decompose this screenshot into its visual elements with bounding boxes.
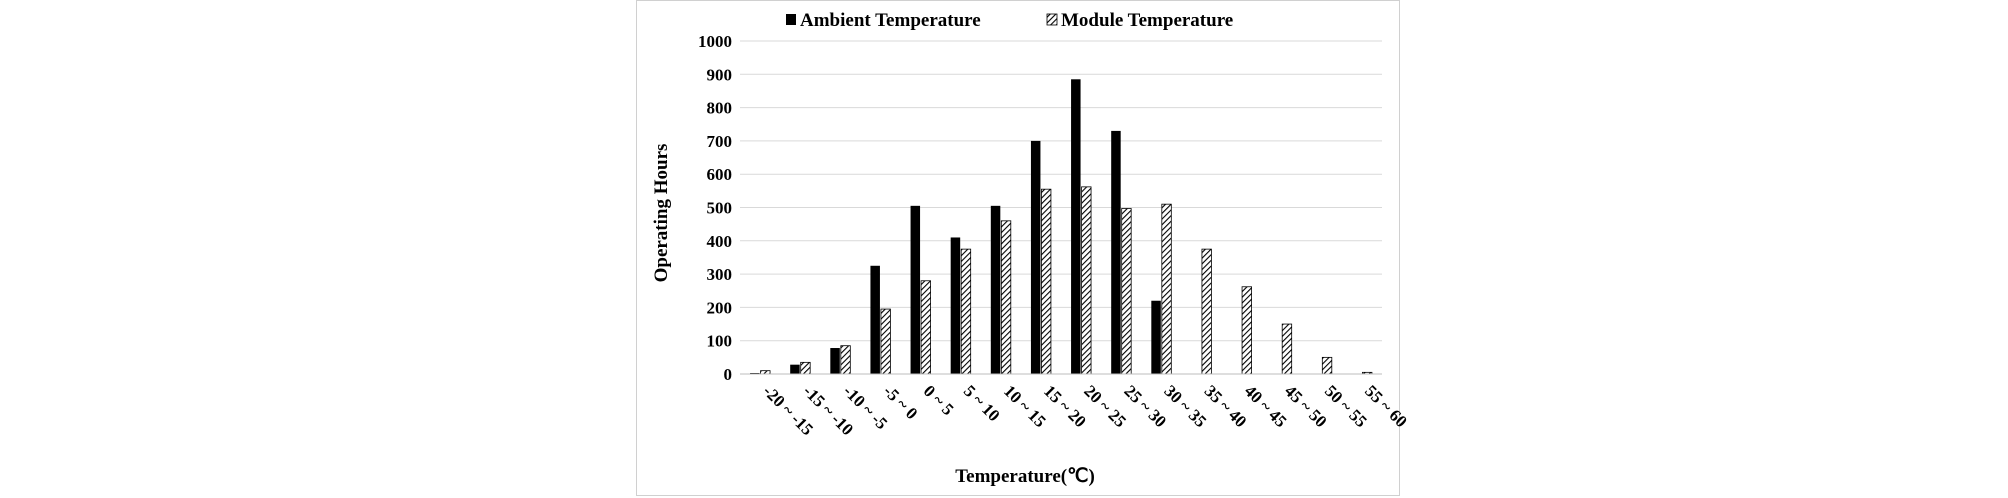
bar-module — [1241, 286, 1252, 375]
bar-ambient — [830, 348, 840, 374]
bar-module — [800, 361, 811, 375]
y-tick-label: 100 — [707, 332, 733, 351]
legend-label-module: Module Temperature — [1061, 10, 1233, 31]
y-tick-label: 600 — [707, 165, 733, 184]
y-tick-label: 300 — [707, 265, 733, 284]
legend-swatch-ambient — [786, 14, 796, 25]
bar-ambient — [1151, 300, 1161, 374]
bar-ambient — [910, 205, 921, 374]
bar-ambient — [1030, 140, 1041, 374]
legend: Ambient Temperature Module Temperature — [786, 10, 1233, 31]
x-tick-label: 15 ~ 20 — [1040, 381, 1090, 431]
x-tick-label: 10 ~ 15 — [1000, 381, 1050, 431]
bar-ambient — [990, 205, 1001, 374]
bar-module — [1281, 323, 1293, 375]
bar-module — [880, 308, 891, 375]
y-tick-label: 200 — [707, 298, 733, 317]
y-axis-title: Operating Hours — [651, 144, 672, 283]
bar-module — [1081, 186, 1092, 375]
y-tick-label: 900 — [707, 65, 733, 84]
x-tick-label: 0 ~ 5 — [920, 381, 958, 419]
x-tick-label: 55 ~ 60 — [1361, 381, 1411, 431]
bar-module — [1041, 188, 1052, 375]
y-tick-label: 0 — [724, 365, 733, 384]
y-axis-ticks: 0 100 200 300 400 500 600 700 800 900 1000 — [698, 32, 732, 384]
bar-module — [1201, 248, 1212, 375]
x-tick-label: 35 ~ 40 — [1201, 381, 1251, 431]
bar-module — [1121, 208, 1132, 375]
x-tick-label: 50 ~ 55 — [1321, 381, 1371, 431]
y-tick-label: 700 — [707, 132, 733, 151]
bars — [750, 79, 1373, 375]
y-tick-label: 800 — [707, 99, 733, 118]
bar-ambient — [790, 364, 800, 374]
x-tick-label: 30 ~ 35 — [1160, 381, 1210, 431]
legend-label-ambient: Ambient Temperature — [800, 10, 981, 31]
bar-ambient — [1071, 79, 1081, 375]
bar-ambient — [1111, 130, 1121, 374]
bar-module — [840, 345, 851, 375]
y-tick-label: 1000 — [698, 32, 732, 51]
bar-ambient — [950, 237, 961, 374]
bar-module — [960, 248, 972, 375]
bar-module — [1321, 356, 1333, 375]
x-tick-label: 45 ~ 50 — [1281, 381, 1331, 431]
bar-module — [1000, 220, 1012, 375]
legend-swatch-module — [1046, 13, 1058, 26]
x-tick-label: 20 ~ 25 — [1080, 381, 1130, 431]
x-tick-label: 40 ~ 45 — [1241, 381, 1291, 431]
y-tick-label: 400 — [707, 232, 733, 251]
x-tick-label: 25 ~ 30 — [1120, 381, 1170, 431]
x-axis-title: Temperature(℃) — [955, 466, 1095, 487]
bar-module — [920, 280, 931, 375]
y-tick-label: 500 — [707, 199, 733, 218]
chart-frame — [636, 0, 1400, 496]
bar-module — [1161, 203, 1172, 375]
x-tick-label: 5 ~ 10 — [960, 381, 1004, 425]
bar-ambient — [870, 265, 880, 374]
